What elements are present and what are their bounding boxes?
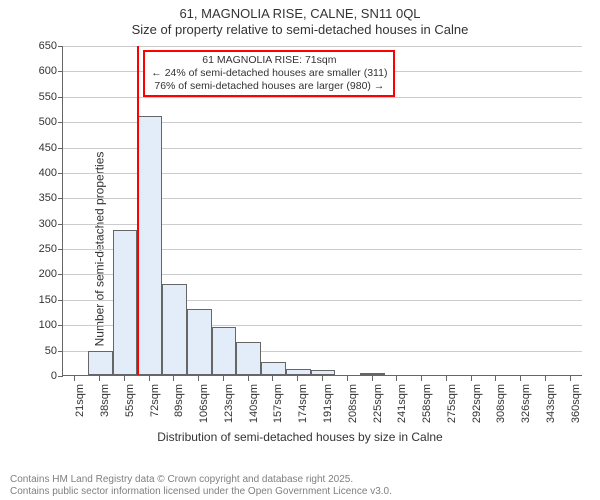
x-tick-mark	[545, 376, 546, 381]
annotation-box: 61 MAGNOLIA RISE: 71sqm ← 24% of semi-de…	[143, 50, 395, 97]
annotation-line-3: 76% of semi-detached houses are larger (…	[151, 80, 387, 93]
x-tick-label: 21sqm	[74, 384, 86, 434]
x-tick-mark	[223, 376, 224, 381]
histogram-bar	[137, 116, 162, 375]
y-tick-label: 250	[39, 243, 63, 255]
annotation-line-1: 61 MAGNOLIA RISE: 71sqm	[151, 54, 387, 67]
title-block: 61, MAGNOLIA RISE, CALNE, SN11 0QL Size …	[0, 0, 600, 39]
x-axis-label: Distribution of semi-detached houses by …	[0, 430, 600, 444]
x-tick-label: 174sqm	[297, 384, 309, 434]
x-tick-label: 258sqm	[421, 384, 433, 434]
x-tick-mark	[297, 376, 298, 381]
x-tick-label: 123sqm	[223, 384, 235, 434]
x-tick-mark	[198, 376, 199, 381]
y-tick-label: 400	[39, 167, 63, 179]
footer-line-2: Contains public sector information licen…	[10, 486, 392, 498]
x-tick-label: 275sqm	[446, 384, 458, 434]
x-tick-label: 72sqm	[149, 384, 161, 434]
x-tick-mark	[248, 376, 249, 381]
x-tick-mark	[495, 376, 496, 381]
histogram-bar	[113, 230, 138, 375]
x-tick-mark	[520, 376, 521, 381]
x-tick-mark	[347, 376, 348, 381]
x-tick-label: 308sqm	[495, 384, 507, 434]
x-tick-mark	[471, 376, 472, 381]
y-tick-label: 100	[39, 319, 63, 331]
histogram-bar	[261, 362, 286, 375]
y-tick-label: 450	[39, 142, 63, 154]
x-tick-mark	[421, 376, 422, 381]
histogram-bar	[212, 327, 237, 375]
x-tick-label: 292sqm	[471, 384, 483, 434]
x-tick-label: 106sqm	[198, 384, 210, 434]
x-tick-label: 55sqm	[124, 384, 136, 434]
x-tick-label: 241sqm	[396, 384, 408, 434]
x-tick-mark	[372, 376, 373, 381]
y-tick-label: 50	[45, 345, 63, 357]
y-tick-label: 350	[39, 192, 63, 204]
y-tick-label: 300	[39, 218, 63, 230]
x-tick-label: 89sqm	[173, 384, 185, 434]
x-ticks: 21sqm 38sqm 55sqm 72sqm 89sqm 106sqm 123sqm 140…	[62, 376, 582, 436]
x-tick-mark	[173, 376, 174, 381]
y-tick-label: 600	[39, 65, 63, 77]
x-tick-label: 225sqm	[372, 384, 384, 434]
plot-area: 61 MAGNOLIA RISE: 71sqm ← 24% of semi-de…	[62, 46, 582, 376]
y-tick-label: 150	[39, 294, 63, 306]
y-tick-label: 550	[39, 91, 63, 103]
x-tick-mark	[149, 376, 150, 381]
x-tick-label: 157sqm	[272, 384, 284, 434]
x-tick-mark	[322, 376, 323, 381]
annotation-line-2: ← 24% of semi-detached houses are smalle…	[151, 67, 387, 80]
x-tick-mark	[124, 376, 125, 381]
x-tick-label: 140sqm	[248, 384, 260, 434]
y-tick-label: 650	[39, 40, 63, 52]
histogram-bar	[360, 373, 385, 375]
y-tick-label: 200	[39, 268, 63, 280]
footer: Contains HM Land Registry data © Crown c…	[10, 474, 392, 498]
x-tick-mark	[570, 376, 571, 381]
chart: Number of semi-detached properties 61 MA…	[0, 40, 600, 458]
x-tick-label: 343sqm	[545, 384, 557, 434]
y-tick-label: 500	[39, 116, 63, 128]
histogram-bar	[88, 351, 113, 375]
x-tick-label: 208sqm	[347, 384, 359, 434]
x-tick-label: 38sqm	[99, 384, 111, 434]
histogram-bar	[162, 284, 187, 375]
x-tick-mark	[446, 376, 447, 381]
histogram-bar	[311, 370, 336, 375]
x-tick-label: 326sqm	[520, 384, 532, 434]
x-tick-mark	[74, 376, 75, 381]
x-tick-label: 191sqm	[322, 384, 334, 434]
property-marker-line	[137, 46, 139, 375]
title-line-1: 61, MAGNOLIA RISE, CALNE, SN11 0QL	[0, 6, 600, 22]
footer-line-1: Contains HM Land Registry data © Crown c…	[10, 474, 392, 486]
x-tick-label: 360sqm	[570, 384, 582, 434]
x-tick-mark	[396, 376, 397, 381]
x-tick-mark	[272, 376, 273, 381]
title-line-2: Size of property relative to semi-detach…	[0, 22, 600, 38]
x-tick-mark	[99, 376, 100, 381]
histogram-bar	[236, 342, 261, 375]
histogram-bar	[187, 309, 212, 375]
histogram-bar	[286, 369, 311, 375]
